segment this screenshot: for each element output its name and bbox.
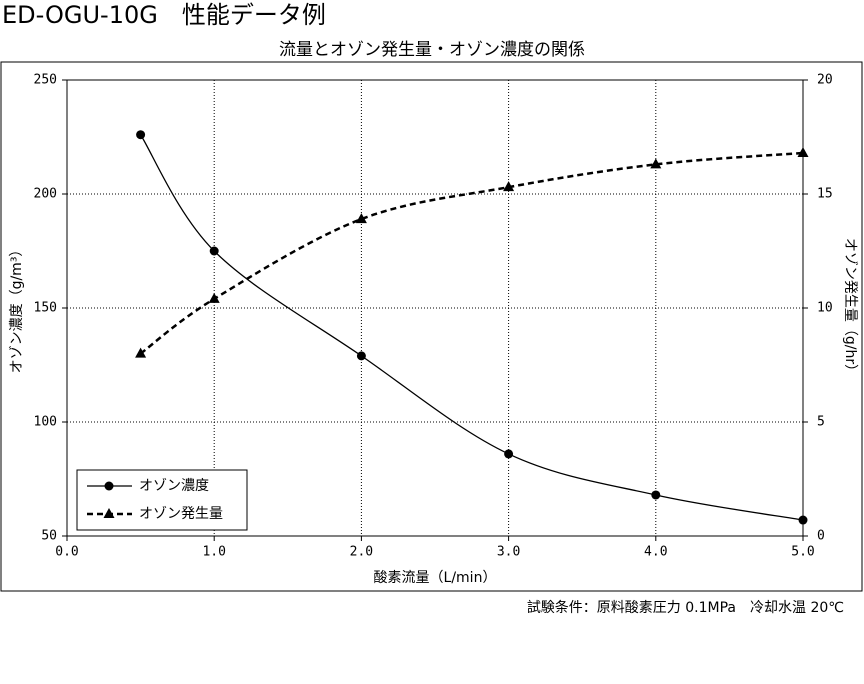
- legend-marker: [103, 508, 115, 518]
- marker: [504, 449, 514, 459]
- chart-frame: [0, 61, 863, 592]
- marker: [208, 292, 220, 303]
- marker: [136, 130, 146, 140]
- y-tick-label: 50: [41, 529, 57, 544]
- marker: [503, 181, 515, 192]
- marker: [355, 213, 367, 224]
- marker: [798, 515, 808, 525]
- x-tick-label: 2.0: [350, 545, 373, 560]
- y-tick-label: 100: [34, 415, 57, 430]
- y2-tick-label: 0: [817, 529, 825, 544]
- marker: [650, 158, 662, 169]
- footnote: 試験条件：原料酸素圧力 0.1MPa 冷却水温 20℃: [527, 599, 844, 616]
- legend-box: [76, 469, 248, 531]
- y2-tick-label: 15: [817, 187, 833, 202]
- chart-title: 流量とオゾン発生量・オゾン濃度の関係: [279, 40, 585, 60]
- legend-label: オゾン発生量: [139, 506, 223, 522]
- y-axis-label: オゾン濃度（g/m³）: [9, 243, 25, 374]
- y2-axis-label: オゾン発生量（g/hr）: [842, 238, 858, 378]
- y2-tick-label: 5: [817, 415, 825, 430]
- x-tick-label: 0.0: [55, 545, 78, 560]
- x-tick-label: 5.0: [791, 545, 814, 560]
- y-tick-label: 200: [34, 187, 57, 202]
- y2-tick-label: 20: [817, 73, 833, 88]
- marker: [651, 490, 661, 500]
- legend-label: オゾン濃度: [139, 478, 209, 494]
- x-axis-label: 酸素流量（L/min）: [374, 570, 497, 586]
- x-tick-label: 3.0: [497, 545, 520, 560]
- x-tick-label: 4.0: [644, 545, 667, 560]
- x-tick-label: 1.0: [202, 545, 225, 560]
- legend-marker: [104, 481, 114, 491]
- marker: [797, 146, 809, 157]
- page-title: ED-OGU-10G 性能データ例: [2, 1, 326, 29]
- y-tick-label: 250: [34, 73, 57, 88]
- y2-tick-label: 10: [817, 301, 833, 316]
- marker: [356, 351, 366, 361]
- y-tick-label: 150: [34, 301, 57, 316]
- marker: [209, 246, 219, 256]
- marker: [135, 347, 147, 358]
- plot-area: [66, 79, 804, 537]
